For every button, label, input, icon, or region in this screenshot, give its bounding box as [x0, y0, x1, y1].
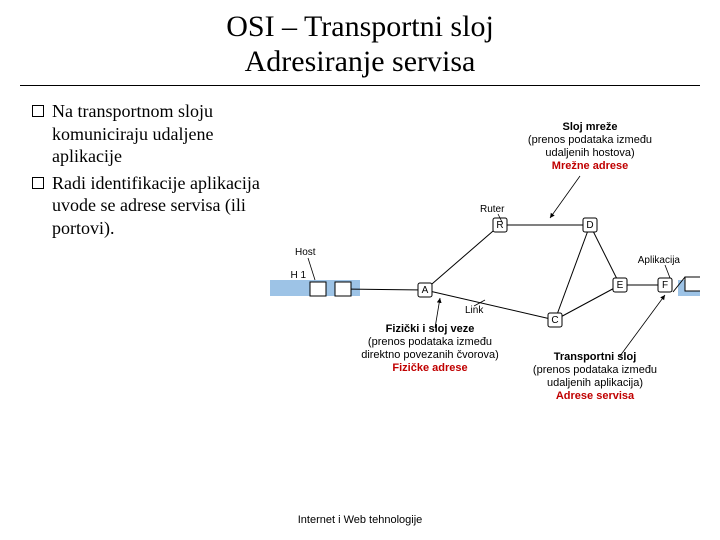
bullet-item: Radi identifikacije aplikacija uvode se …	[30, 172, 270, 240]
bullet-list: Na transportnom sloju komuniciraju udalj…	[30, 100, 270, 243]
title-line2: Adresiranje servisa	[20, 45, 700, 80]
svg-text:A: A	[422, 285, 429, 296]
svg-text:Transportni sloj: Transportni sloj	[554, 351, 637, 363]
bullet-item: Na transportnom sloju komuniciraju udalj…	[30, 100, 270, 168]
svg-text:(prenos podataka između: (prenos podataka između	[528, 134, 652, 146]
svg-text:Host: Host	[295, 247, 316, 258]
svg-text:Aplikacija: Aplikacija	[638, 255, 681, 266]
svg-text:udaljenih hostova): udaljenih hostova)	[545, 147, 634, 159]
title-block: OSI – Transportni sloj Adresiranje servi…	[20, 0, 700, 86]
title-line1: OSI – Transportni sloj	[20, 10, 700, 45]
svg-text:Fizičke adrese: Fizičke adrese	[392, 362, 467, 374]
svg-text:udaljenih aplikacija): udaljenih aplikacija)	[547, 377, 643, 389]
footer-text: Internet i Web tehnologije	[0, 514, 720, 526]
svg-text:Mrežne adrese: Mrežne adrese	[552, 160, 628, 172]
svg-text:Sloj mreže: Sloj mreže	[562, 121, 617, 133]
svg-text:E: E	[617, 280, 624, 291]
svg-text:Ruter: Ruter	[480, 204, 505, 215]
svg-text:Fizički i sloj veze: Fizički i sloj veze	[386, 323, 475, 335]
svg-text:C: C	[551, 315, 558, 326]
svg-text:(prenos podataka između: (prenos podataka između	[533, 364, 657, 376]
svg-text:Link: Link	[465, 305, 484, 316]
svg-text:(prenos podataka između: (prenos podataka između	[368, 336, 492, 348]
svg-text:Adrese servisa: Adrese servisa	[556, 390, 635, 402]
slide: OSI – Transportni sloj Adresiranje servi…	[0, 0, 720, 540]
network-diagram: ARDCEFH 1H 1HostRuterAplikacijaLinkSloj …	[270, 100, 700, 440]
svg-text:D: D	[586, 220, 593, 231]
diagram-wrap: ARDCEFH 1H 1HostRuterAplikacijaLinkSloj …	[270, 100, 720, 243]
svg-text:H 1: H 1	[290, 270, 306, 281]
svg-text:F: F	[662, 280, 668, 291]
content-area: Na transportnom sloju komuniciraju udalj…	[0, 86, 720, 243]
svg-text:R: R	[496, 220, 503, 231]
svg-text:direktno povezanih čvorova): direktno povezanih čvorova)	[361, 349, 499, 361]
